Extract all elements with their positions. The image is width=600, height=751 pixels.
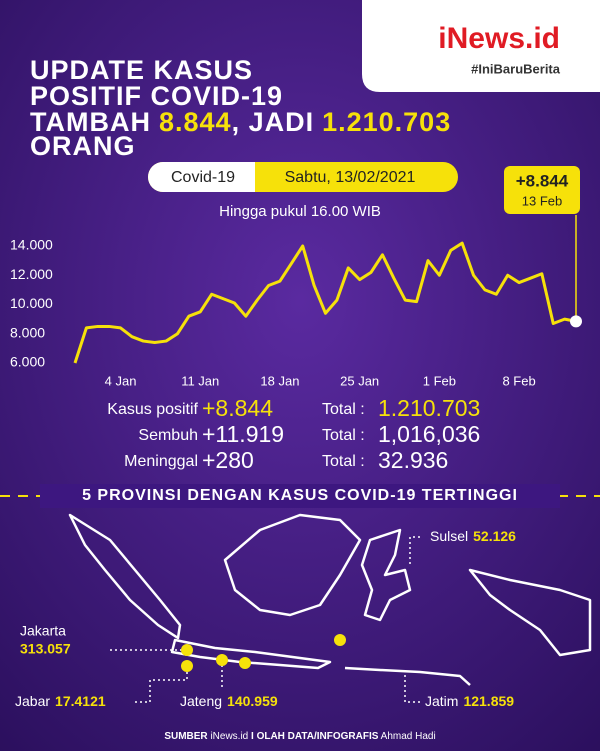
y-tick-label: 6.000 [10,354,45,370]
province-label: Jabar 17.4121 [15,693,106,709]
y-tick-label: 14.000 [10,237,53,253]
callout-date: 13 Feb [522,193,562,208]
callout-value: +8.844 [516,171,569,190]
x-tick-label: 25 Jan [340,373,379,388]
tag-topic: Covid-19 [171,169,235,186]
province-name: Jateng [180,693,222,709]
province-name: Jatim [425,693,458,709]
province-dot [334,634,346,646]
section-bg [40,484,560,508]
y-tick-label: 10.000 [10,295,53,311]
last-point [570,315,582,328]
province-value: 121.859 [463,693,514,709]
x-tick-label: 11 Jan [181,373,219,388]
leader-line [409,536,420,565]
province-label: Sulsel 52.126 [430,528,516,544]
leader-line [135,666,188,703]
province-dot [181,660,193,672]
stat-value: +11.919 [202,421,284,447]
headline-line: ORANG [30,131,136,161]
headline-line: TAMBAH 8.844, JADI 1.210.703 [30,107,451,137]
footer-text: I OLAH DATA/INFOGRAFIS [251,731,379,742]
line [73,241,577,364]
stat-total-label: Total : [322,401,365,418]
province-value: 313.057 [20,641,71,657]
province-value: 140.959 [227,693,278,709]
map [68,513,592,686]
y-tick-label: 8.000 [10,324,45,340]
stat-label: Kasus positif [107,401,198,418]
stats: Kasus positif +8.844 Total : 1.210.703 Sembu… [107,395,480,473]
stat-total: 1,016,036 [378,421,480,447]
stat-total: 32.936 [378,447,448,473]
province-dot [181,644,193,656]
headline-text: TAMBAH [30,107,151,137]
x-tick-label: 8 Feb [502,373,535,388]
stat-value: +280 [202,447,254,473]
province-label: Jatim 121.859 [425,693,514,709]
province-value: 52.126 [473,528,516,544]
footer-text: SUMBER [164,731,208,742]
headline: UPDATE KASUS POSITIF COVID-19 TAMBAH 8.84… [30,55,451,161]
stat-label: Sembuh [138,427,198,444]
footer-text: Ahmad Hadi [381,731,436,742]
x-tick-label: 4 Jan [105,373,137,388]
brand-box [362,0,600,92]
map-island [360,528,412,622]
province-label: Jateng 140.959 [180,693,278,709]
stat-total-label: Total : [322,453,365,470]
callout-box [504,166,580,214]
x-tick-label: 18 Jan [260,373,299,388]
map-island [223,513,362,617]
x-tick-label: 1 Feb [423,373,456,388]
stat-total: 1.210.703 [378,395,480,421]
line-chart: 6.000 8.000 10.000 12.000 14.000 4 Jan 11 Jan 1… [10,166,582,388]
section-title: 5 PROVINSI DENGAN KASUS COVID-19 TERTING… [82,487,518,504]
footer: SUMBER iNews.id I OLAH DATA/INFOGRAFIS A… [164,731,435,742]
leader-line [404,675,420,703]
province-name: Sulsel [430,528,468,544]
headline-line: POSITIF COVID-19 [30,81,283,111]
map-island [344,666,471,686]
headline-highlight: 8.844 [159,107,232,137]
province-name: Jabar [15,693,50,709]
province-value: 17.4121 [55,693,106,709]
map-island [468,568,592,657]
stat-total-label: Total : [322,427,365,444]
province-dot [239,657,251,669]
headline-highlight: 1.210.703 [322,107,451,137]
footer-text: iNews.id [210,731,248,742]
map-island [68,513,182,640]
tag-topic-bg [148,162,255,192]
brand-tagline: #IniBaruBerita [471,61,561,76]
province-name: Jakarta [20,623,66,639]
chart-subtitle: Hingga pukul 16.00 WIB [219,203,381,220]
province-dot [216,654,228,666]
headline-line: UPDATE KASUS [30,55,253,85]
brand-name: iNews.id [438,22,560,55]
map-island [170,638,332,670]
y-tick-label: 12.000 [10,266,53,282]
stat-value: +8.844 [202,395,273,421]
stat-label: Meninggal [124,453,198,470]
tag-date: Sabtu, 13/02/2021 [285,169,416,186]
headline-text: , JADI [232,107,315,137]
